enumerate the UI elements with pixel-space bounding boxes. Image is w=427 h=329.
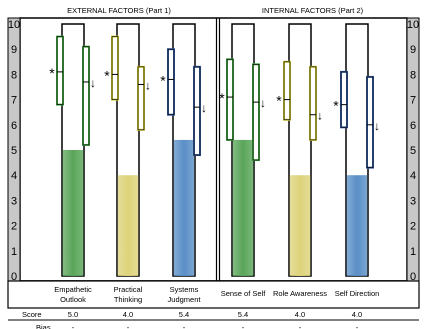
marker-asterisk: * [333, 98, 339, 114]
y-tick-label-right: 8 [410, 69, 416, 81]
left-range-outline [283, 61, 291, 121]
y-tick-label-right: 3 [410, 195, 416, 207]
left-range-box [283, 60, 291, 121]
y-tick-label-left: 5 [11, 145, 17, 157]
bars-layer [56, 23, 374, 277]
y-tick-label-right: 0 [410, 271, 416, 283]
category-label-line1: Empathetic [54, 285, 92, 294]
arrow-indicator: ↓ [260, 96, 266, 110]
y-tick-label-right: 2 [410, 221, 416, 233]
left-range-box [226, 58, 234, 141]
y-tick-label-right: 7 [410, 95, 416, 107]
left-range-box [111, 35, 119, 101]
score-bar [346, 175, 368, 276]
score-bar [232, 139, 254, 276]
right-range-outline [309, 66, 317, 141]
category-label-line1: Practical [114, 285, 143, 294]
score-value: 5.4 [179, 310, 189, 319]
y-tick-label-left: 8 [11, 69, 17, 81]
bias-value: - [127, 323, 130, 329]
bias-value: - [356, 323, 359, 329]
y-tick-label-right: 9 [410, 44, 416, 56]
left-range-box [340, 70, 348, 129]
group-title: EXTERNAL FACTORS (Part 1) [67, 6, 171, 15]
left-range-outline [226, 58, 234, 141]
bias-row-label: Bias [36, 323, 51, 329]
marker-asterisk: * [160, 72, 166, 88]
category-label: Role Awareness [273, 289, 327, 298]
y-tick-label-right: 1 [410, 246, 416, 258]
labels-layer: 0 0 1 1 2 2 3 3 4 4 5 5 6 6 7 7 8 8 9 9 10 10 EXTERNAL FACTORS… [8, 6, 419, 329]
right-range-box [309, 65, 317, 141]
bias-value: - [72, 323, 75, 329]
score-row-label: Score [22, 310, 42, 319]
right-range-box [137, 65, 145, 131]
right-range-outline [193, 66, 201, 156]
right-range-box [366, 75, 374, 169]
y-tick-label-left: 10 [8, 19, 20, 31]
left-range-outline [167, 48, 175, 116]
left-range-box [56, 35, 64, 106]
group-title: INTERNAL FACTORS (Part 2) [262, 6, 364, 15]
left-range-outline [111, 36, 119, 100]
y-tick-label-right: 6 [410, 120, 416, 132]
category-label-line2: Thinking [114, 295, 142, 304]
score-value: 4.0 [123, 310, 133, 319]
score-bar [117, 175, 139, 276]
bias-value: - [242, 323, 245, 329]
score-value: 4.0 [295, 310, 305, 319]
score-value: 5.0 [68, 310, 78, 319]
marker-asterisk: * [276, 93, 282, 109]
left-range-outline [56, 36, 64, 105]
y-tick-label-left: 2 [11, 221, 17, 233]
y-tick-label-left: 1 [11, 246, 17, 258]
score-bar [173, 139, 195, 276]
category-label-line1: Systems [170, 285, 199, 294]
right-range-outline [82, 46, 90, 146]
y-tick-label-right: 5 [410, 145, 416, 157]
y-tick-label-right: 4 [410, 170, 416, 182]
y-tick-label-left: 4 [11, 170, 17, 182]
right-range-outline [137, 66, 145, 131]
arrow-indicator: ↓ [374, 119, 380, 133]
score-value: 4.0 [352, 310, 362, 319]
category-label-line2: Outlook [60, 295, 86, 304]
y-tick-label-right: 10 [407, 19, 419, 31]
right-range-outline [252, 63, 260, 161]
right-range-box [82, 45, 90, 146]
y-tick-label-left: 9 [11, 44, 17, 56]
category-label-line2: Judgment [168, 295, 202, 304]
bias-value: - [299, 323, 302, 329]
score-bar [62, 150, 84, 276]
marker-asterisk: * [49, 65, 55, 81]
left-range-box [167, 48, 175, 116]
arrow-indicator: ↓ [145, 78, 151, 92]
category-label: Self Direction [335, 289, 380, 298]
arrow-indicator: ↓ [317, 109, 323, 123]
arrow-indicator: ↓ [90, 76, 96, 90]
score-bar [289, 175, 311, 276]
y-tick-label-left: 0 [11, 271, 17, 283]
marker-asterisk: * [104, 67, 110, 83]
category-label: Sense of Self [221, 289, 267, 298]
marker-asterisk: * [219, 90, 225, 106]
y-tick-label-left: 3 [11, 195, 17, 207]
right-range-outline [366, 76, 374, 168]
right-range-box [252, 63, 260, 162]
right-range-box [193, 65, 201, 157]
arrow-indicator: ↓ [201, 101, 207, 115]
y-tick-label-left: 6 [11, 120, 17, 132]
bias-value: - [183, 323, 186, 329]
y-tick-label-left: 7 [11, 95, 17, 107]
left-range-outline [340, 71, 348, 128]
score-value: 5.4 [238, 310, 248, 319]
